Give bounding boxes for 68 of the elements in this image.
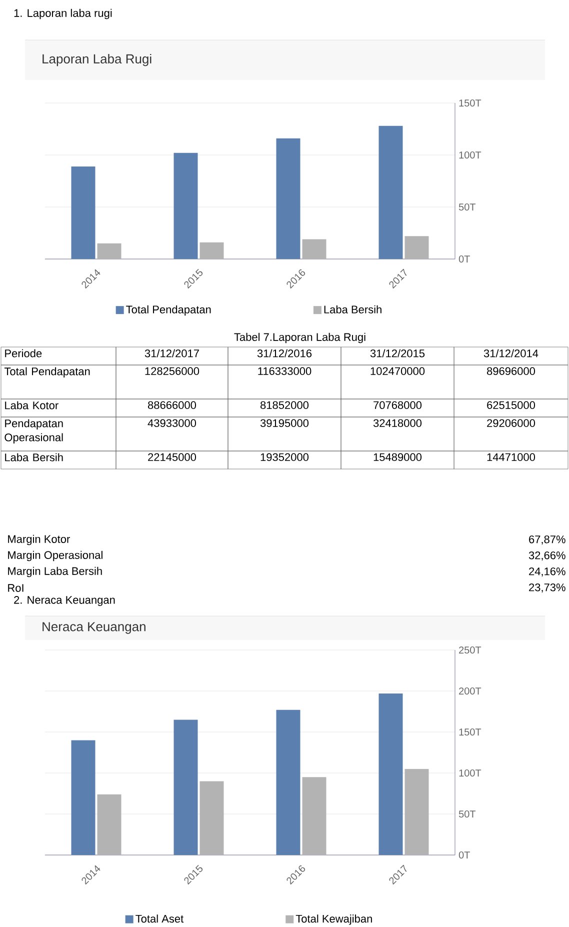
text: Margin Laba Bersih: [8, 566, 102, 578]
y-tick-label: 100T: [459, 151, 482, 159]
bar: [200, 242, 224, 260]
text: 31/12/2014: [484, 349, 538, 358]
bar: [97, 243, 122, 260]
bar: [404, 768, 429, 856]
y-tick-label: 150T: [459, 99, 482, 107]
y-tick-label: 250T: [459, 646, 482, 654]
bar: [276, 138, 300, 260]
bar: [200, 781, 224, 856]
bar: [404, 236, 429, 260]
bar: [71, 166, 96, 260]
text: 39195000: [260, 419, 309, 427]
chart-title: Laporan Laba Rugi: [42, 54, 152, 66]
text: Margin Kotor: [8, 534, 70, 546]
text: 14471000: [487, 453, 536, 461]
y-tick-label: 0T: [458, 255, 470, 263]
bar: [276, 710, 300, 856]
text: 128256000: [145, 367, 200, 375]
text: 23,73%: [529, 583, 566, 593]
text: 24,16%: [529, 567, 566, 577]
text: 15489000: [374, 453, 422, 461]
legend-label: Total Pendapatan: [126, 305, 211, 316]
text: 32418000: [373, 419, 422, 427]
legend-label: Total Kewajiban: [296, 914, 372, 925]
y-tick-label: 150T: [459, 728, 482, 736]
text: 31/12/2017: [144, 349, 199, 358]
y-tick-label: 0T: [458, 851, 470, 859]
bar: [302, 239, 326, 260]
y-tick-label: 50T: [458, 203, 476, 211]
bar: [174, 720, 198, 856]
text: 19352000: [260, 453, 309, 461]
text: 22145000: [148, 453, 196, 461]
bar: [71, 740, 96, 856]
legend-label: Laba Bersih: [324, 305, 382, 314]
bar: [174, 152, 198, 260]
text: 81852000: [260, 401, 309, 409]
text: 32,66%: [528, 551, 566, 561]
y-tick-label: 50T: [458, 810, 476, 818]
text: 89696000: [486, 367, 536, 375]
text: Laba Kotor: [5, 401, 58, 410]
text: 31/12/2016: [257, 349, 312, 358]
chart-title: Neraca Keuangan: [42, 622, 146, 634]
text: 43933000: [148, 419, 196, 427]
text: 88666000: [148, 401, 196, 409]
text: Pendapatan Operasional: [4, 419, 63, 444]
text: 62515000: [487, 401, 536, 409]
text: 70768000: [374, 401, 422, 409]
bar: [302, 777, 326, 856]
text: Laba Bersih: [5, 453, 63, 462]
text: 67,87%: [529, 535, 566, 545]
text: 29206000: [487, 419, 536, 427]
bar: [97, 794, 122, 856]
text: 1. Laporan laba rugi: [14, 8, 112, 20]
text: Total Pendapatan: [4, 367, 90, 378]
bar: [378, 126, 403, 260]
y-tick-label: 200T: [459, 687, 482, 695]
text: 102470000: [370, 367, 425, 375]
y-tick-label: 100T: [459, 769, 482, 777]
legend-label: Total Aset: [136, 914, 184, 923]
text: 116333000: [258, 367, 312, 375]
bar: [378, 693, 403, 856]
text: RoI: [8, 584, 24, 592]
text: 2. Neraca Keuangan: [14, 596, 115, 606]
text: Periode: [5, 349, 42, 358]
text: Margin Operasional: [8, 550, 102, 562]
text: 31/12/2015: [370, 349, 425, 358]
text: Tabel 7.Laporan Laba Rugi: [234, 332, 366, 344]
